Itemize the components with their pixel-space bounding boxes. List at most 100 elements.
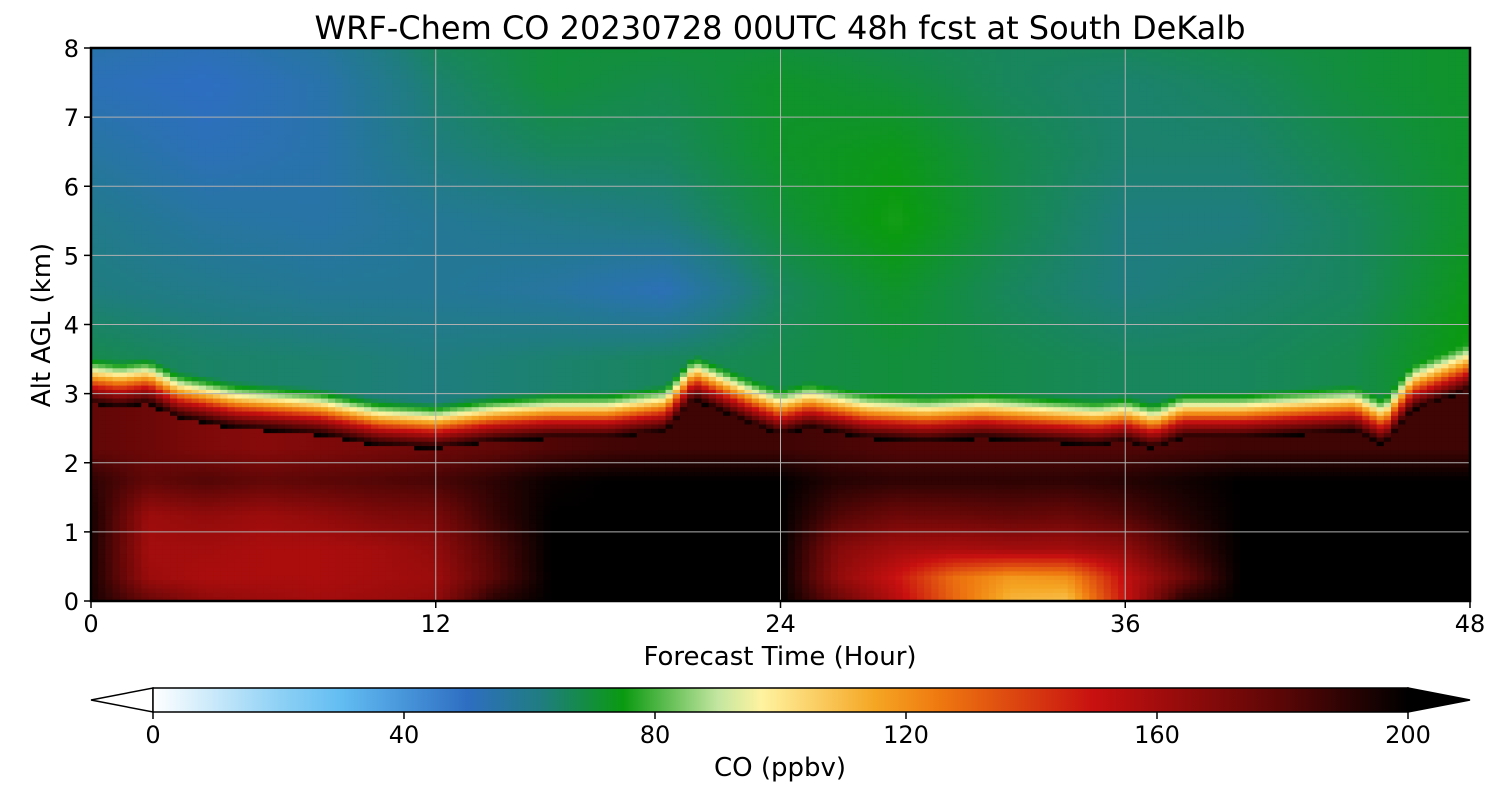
field-cell — [141, 160, 149, 165]
field-cell — [134, 337, 142, 342]
field-cell — [156, 489, 164, 494]
field-cell — [127, 286, 135, 291]
field-cell — [134, 316, 142, 321]
field-cell — [134, 541, 142, 546]
field-cell — [163, 471, 171, 476]
field-cell — [134, 471, 142, 476]
field-cell — [105, 277, 113, 282]
field-cell — [105, 394, 113, 399]
field-cell — [120, 212, 128, 217]
field-cell — [98, 160, 106, 165]
field-cell — [184, 437, 192, 442]
field-cell — [134, 165, 142, 170]
field-cell — [156, 424, 164, 429]
field-cell — [177, 104, 185, 109]
field-cell — [120, 52, 128, 57]
field-cell — [120, 281, 128, 286]
field-cell — [156, 571, 164, 576]
field-cell — [127, 566, 135, 571]
field-cell — [156, 229, 164, 234]
field-cell — [177, 173, 185, 178]
field-cell — [148, 566, 156, 571]
field-cell — [134, 139, 142, 144]
field-cell — [163, 52, 171, 57]
field-cell — [98, 445, 106, 450]
field-cell — [127, 415, 135, 420]
field-cell — [177, 350, 185, 355]
field-cell — [113, 467, 121, 472]
field-cell — [148, 104, 156, 109]
field-cell — [163, 385, 171, 390]
field-cell — [113, 242, 121, 247]
field-cell — [170, 549, 178, 554]
field-cell — [170, 130, 178, 135]
field-cell — [105, 493, 113, 498]
field-cell — [134, 394, 142, 399]
field-cell — [113, 156, 121, 161]
field-cell — [177, 588, 185, 593]
field-cell — [141, 480, 149, 485]
field-cell — [113, 329, 121, 334]
field-cell — [148, 281, 156, 286]
field-cell — [120, 350, 128, 355]
field-cell — [127, 471, 135, 476]
field-cell — [148, 372, 156, 377]
field-cell — [163, 65, 171, 70]
field-cell — [141, 178, 149, 183]
field-cell — [184, 337, 192, 342]
field-cell — [156, 108, 164, 113]
field-cell — [98, 571, 106, 576]
field-cell — [134, 502, 142, 507]
field-cell — [127, 337, 135, 342]
field-cell — [177, 70, 185, 75]
field-cell — [141, 152, 149, 157]
field-cell — [105, 433, 113, 438]
field-cell — [134, 238, 142, 243]
field-cell — [156, 195, 164, 200]
field-cell — [134, 260, 142, 265]
field-cell — [170, 255, 178, 260]
field-cell — [120, 510, 128, 515]
field-cell — [148, 355, 156, 360]
field-cell — [177, 139, 185, 144]
field-cell — [98, 238, 106, 243]
field-cell — [98, 186, 106, 191]
field-cell — [148, 515, 156, 520]
field-cell — [177, 247, 185, 252]
field-cell — [170, 510, 178, 515]
field-cell — [156, 350, 164, 355]
field-cell — [113, 428, 121, 433]
field-cell — [184, 519, 192, 524]
field-cell — [163, 519, 171, 524]
field-cell — [113, 160, 121, 165]
field-cell — [98, 441, 106, 446]
field-cell — [98, 65, 106, 70]
field-cell — [141, 437, 149, 442]
field-cell — [141, 255, 149, 260]
field-cell — [120, 255, 128, 260]
field-cell — [177, 420, 185, 425]
field-cell — [98, 273, 106, 278]
field-cell — [156, 286, 164, 291]
field-cell — [177, 299, 185, 304]
field-cell — [127, 480, 135, 485]
field-cell — [127, 264, 135, 269]
field-cell — [163, 212, 171, 217]
field-cell — [148, 553, 156, 558]
field-cell — [120, 562, 128, 567]
field-cell — [184, 294, 192, 299]
field-cell — [177, 376, 185, 381]
field-cell — [120, 471, 128, 476]
field-cell — [163, 445, 171, 450]
field-cell — [148, 506, 156, 511]
field-cell — [134, 415, 142, 420]
field-cell — [163, 104, 171, 109]
field-cell — [105, 329, 113, 334]
field-cell — [184, 532, 192, 537]
field-cell — [141, 545, 149, 550]
field-cell — [170, 178, 178, 183]
field-cell — [141, 242, 149, 247]
field-cell — [148, 78, 156, 83]
field-cell — [148, 173, 156, 178]
field-cell — [134, 307, 142, 312]
